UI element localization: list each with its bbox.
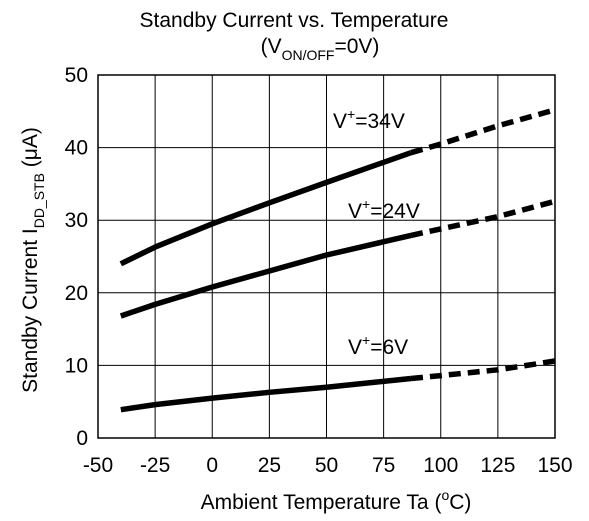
series-line-solid: [119, 150, 412, 267]
y-axis-label: Standby Current IDD_STB (μA): [19, 127, 47, 393]
series-label-6v: V+=6V: [348, 332, 408, 359]
x-tick-labels: -50 -25 0 25 50 75 100 125 150: [83, 454, 573, 477]
series-label-24v: V+=24V: [348, 196, 420, 223]
y-tick-label: 0: [76, 427, 88, 450]
y-tick-label: 40: [65, 137, 88, 160]
series-line-solid: [120, 375, 412, 413]
x-tick-label: 50: [315, 454, 338, 477]
x-tick-label: -50: [83, 454, 113, 477]
series-label-34v: V+=34V: [333, 106, 405, 133]
y-tick-labels: 0 10 20 30 40 50: [65, 64, 88, 450]
x-tick-label: 75: [372, 454, 395, 477]
y-tick-label: 30: [65, 209, 88, 232]
series-layer: [119, 107, 556, 413]
y-tick-label: 50: [65, 64, 88, 87]
y-axis-label-sub: DD_STB: [31, 173, 47, 228]
x-axis-label: Ambient Temperature Ta (oC): [201, 487, 472, 514]
y-axis-label-unit: (μA): [19, 127, 42, 173]
x-axis-label-unit: C): [449, 491, 471, 514]
series-line-dashed: [410, 198, 556, 239]
series-1: [119, 198, 556, 319]
chart-title: Standby Current vs. Temperature: [140, 9, 449, 32]
plot-frame: [97, 74, 556, 439]
series-line-solid: [119, 232, 412, 319]
x-tick-label: 0: [206, 454, 218, 477]
x-tick-label: 150: [537, 454, 572, 477]
series-line-dashed: [410, 107, 556, 156]
series-line-dashed: [410, 358, 556, 382]
x-tick-label: 100: [423, 454, 458, 477]
subtitle-sub: ON/OFF: [282, 47, 335, 63]
x-tick-label: 25: [258, 454, 281, 477]
y-axis-label-text: Standby Current I: [19, 228, 42, 393]
chart-subtitle: (VON/OFF=0V): [261, 35, 380, 63]
y-tick-label: 20: [65, 282, 88, 305]
subtitle-open: (V: [261, 35, 282, 58]
gridlines: [98, 75, 555, 438]
y-tick-label: 10: [65, 354, 88, 377]
subtitle-close: =0V): [334, 35, 379, 58]
x-axis-label-text: Ambient Temperature Ta (: [201, 491, 442, 514]
series-2: [120, 358, 556, 413]
x-tick-label: -25: [140, 454, 170, 477]
x-tick-label: 125: [480, 454, 515, 477]
x-axis-label-sup: o: [441, 487, 449, 503]
series-0: [119, 107, 556, 267]
